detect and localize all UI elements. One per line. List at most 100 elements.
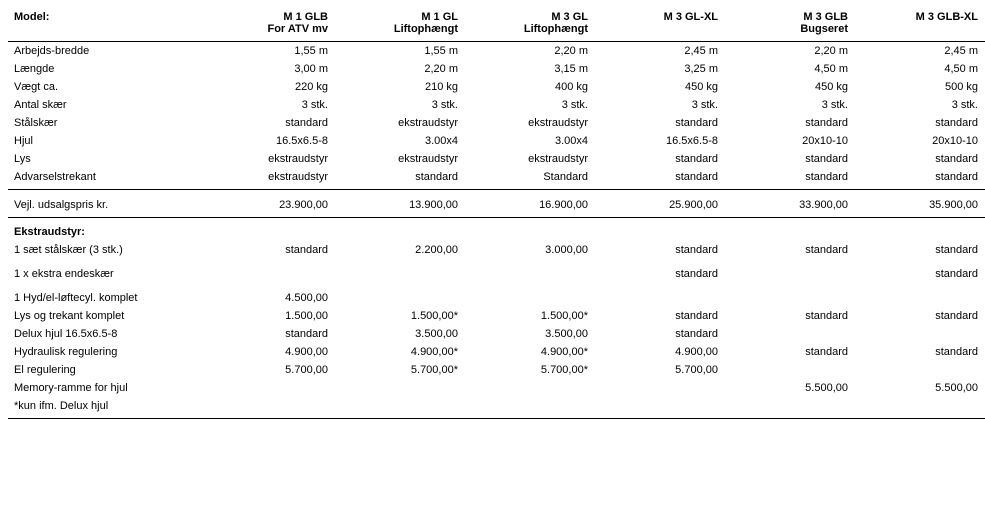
row-label: Vejl. udsalgspris kr. [8, 196, 208, 218]
cell: 16.5x6.5-8 [208, 132, 338, 150]
cell: 5.700,00* [338, 361, 468, 379]
cell: 2,20 m [338, 60, 468, 78]
row-label: Hydraulisk regulering [8, 343, 208, 361]
cell: 1,55 m [338, 42, 468, 61]
cell: ekstraudstyr [338, 114, 468, 132]
cell [208, 265, 338, 283]
cell: 4.900,00 [208, 343, 338, 361]
cell: standard [858, 343, 985, 361]
cell: 2,20 m [468, 42, 598, 61]
row-label: 1 sæt stålskær (3 stk.) [8, 241, 208, 259]
cell: ekstraudstyr [208, 168, 338, 190]
cell: standard [728, 114, 858, 132]
extras-row: *kun ifm. Delux hjul [8, 397, 985, 419]
cell: ekstraudstyr [468, 114, 598, 132]
spec-row: Arbejds-bredde1,55 m1,55 m2,20 m2,45 m2,… [8, 42, 985, 61]
row-label: Lys og trekant komplet [8, 307, 208, 325]
cell: 450 kg [728, 78, 858, 96]
cell [858, 397, 985, 419]
cell: 5.700,00 [208, 361, 338, 379]
extras-row: El regulering5.700,005.700,00*5.700,00*5… [8, 361, 985, 379]
spec-row: Antal skær3 stk.3 stk.3 stk.3 stk.3 stk.… [8, 96, 985, 114]
extras-row: Memory-ramme for hjul5.500,005.500,00 [8, 379, 985, 397]
cell [858, 325, 985, 343]
cell: standard [858, 114, 985, 132]
cell: standard [858, 241, 985, 259]
cell: standard [728, 241, 858, 259]
extras-row: Lys og trekant komplet1.500,001.500,00*1… [8, 307, 985, 325]
cell: standard [598, 265, 728, 283]
cell: 25.900,00 [598, 196, 728, 218]
cell: 3,00 m [208, 60, 338, 78]
cell [728, 397, 858, 419]
cell: 3.00x4 [338, 132, 468, 150]
row-label: Lys [8, 150, 208, 168]
cell: 1,55 m [208, 42, 338, 61]
model-header: M 3 GLB-XL [858, 8, 985, 42]
row-label: Advarselstrekant [8, 168, 208, 190]
extras-row: 1 sæt stålskær (3 stk.)standard2.200,003… [8, 241, 985, 259]
cell: 4.900,00* [468, 343, 598, 361]
cell: standard [598, 150, 728, 168]
cell: standard [728, 168, 858, 190]
cell: 23.900,00 [208, 196, 338, 218]
row-label: Arbejds-bredde [8, 42, 208, 61]
model-header: M 3 GLBBugseret [728, 8, 858, 42]
row-label: Hjul [8, 132, 208, 150]
cell [598, 397, 728, 419]
cell [598, 223, 728, 241]
cell: ekstraudstyr [468, 150, 598, 168]
cell: 16.900,00 [468, 196, 598, 218]
cell: standard [858, 150, 985, 168]
cell [728, 265, 858, 283]
cell [338, 265, 468, 283]
cell: 3.00x4 [468, 132, 598, 150]
cell: 4,50 m [858, 60, 985, 78]
model-header: M 3 GLLiftophængt [468, 8, 598, 42]
extras-row: 1 Hyd/el-løftecyl. komplet4.500,00 [8, 289, 985, 307]
cell: 4.500,00 [208, 289, 338, 307]
cell [208, 223, 338, 241]
spec-row: AdvarselstrekantekstraudstyrstandardStan… [8, 168, 985, 190]
cell [208, 379, 338, 397]
header-label: Model: [8, 8, 208, 42]
model-header: M 1 GLBFor ATV mv [208, 8, 338, 42]
spec-row: Stålskærstandardekstraudstyrekstraudstyr… [8, 114, 985, 132]
spec-row: Vægt ca.220 kg210 kg400 kg450 kg450 kg50… [8, 78, 985, 96]
extras-row: 1 x ekstra endeskær standard standard [8, 265, 985, 283]
cell [858, 289, 985, 307]
extras-row: Delux hjul 16.5x6.5-8standard3.500,003.5… [8, 325, 985, 343]
cell [468, 379, 598, 397]
spec-row: Hjul16.5x6.5-83.00x43.00x416.5x6.5-820x1… [8, 132, 985, 150]
cell: 2,20 m [728, 42, 858, 61]
row-label: Memory-ramme for hjul [8, 379, 208, 397]
row-label: Antal skær [8, 96, 208, 114]
cell: 1.500,00* [338, 307, 468, 325]
cell [728, 223, 858, 241]
cell: standard [338, 168, 468, 190]
cell: 2,45 m [598, 42, 728, 61]
cell: 13.900,00 [338, 196, 468, 218]
cell: 3.500,00 [468, 325, 598, 343]
cell: 5.500,00 [728, 379, 858, 397]
row-label: Delux hjul 16.5x6.5-8 [8, 325, 208, 343]
cell [858, 223, 985, 241]
spec-table: Model: M 1 GLBFor ATV mv M 1 GLLiftophæn… [8, 8, 985, 419]
cell [338, 223, 468, 241]
cell: standard [208, 241, 338, 259]
cell: standard [858, 265, 985, 283]
cell: standard [598, 114, 728, 132]
cell: standard [598, 325, 728, 343]
cell [598, 379, 728, 397]
extras-header-label: Ekstraudstyr: [8, 223, 208, 241]
cell [468, 265, 598, 283]
row-label: 1 x ekstra endeskær [8, 265, 208, 283]
cell [338, 397, 468, 419]
row-label: *kun ifm. Delux hjul [8, 397, 208, 419]
cell: 5.700,00* [468, 361, 598, 379]
cell: 220 kg [208, 78, 338, 96]
cell: 3 stk. [858, 96, 985, 114]
cell: 3.500,00 [338, 325, 468, 343]
cell: standard [728, 307, 858, 325]
cell [208, 397, 338, 419]
